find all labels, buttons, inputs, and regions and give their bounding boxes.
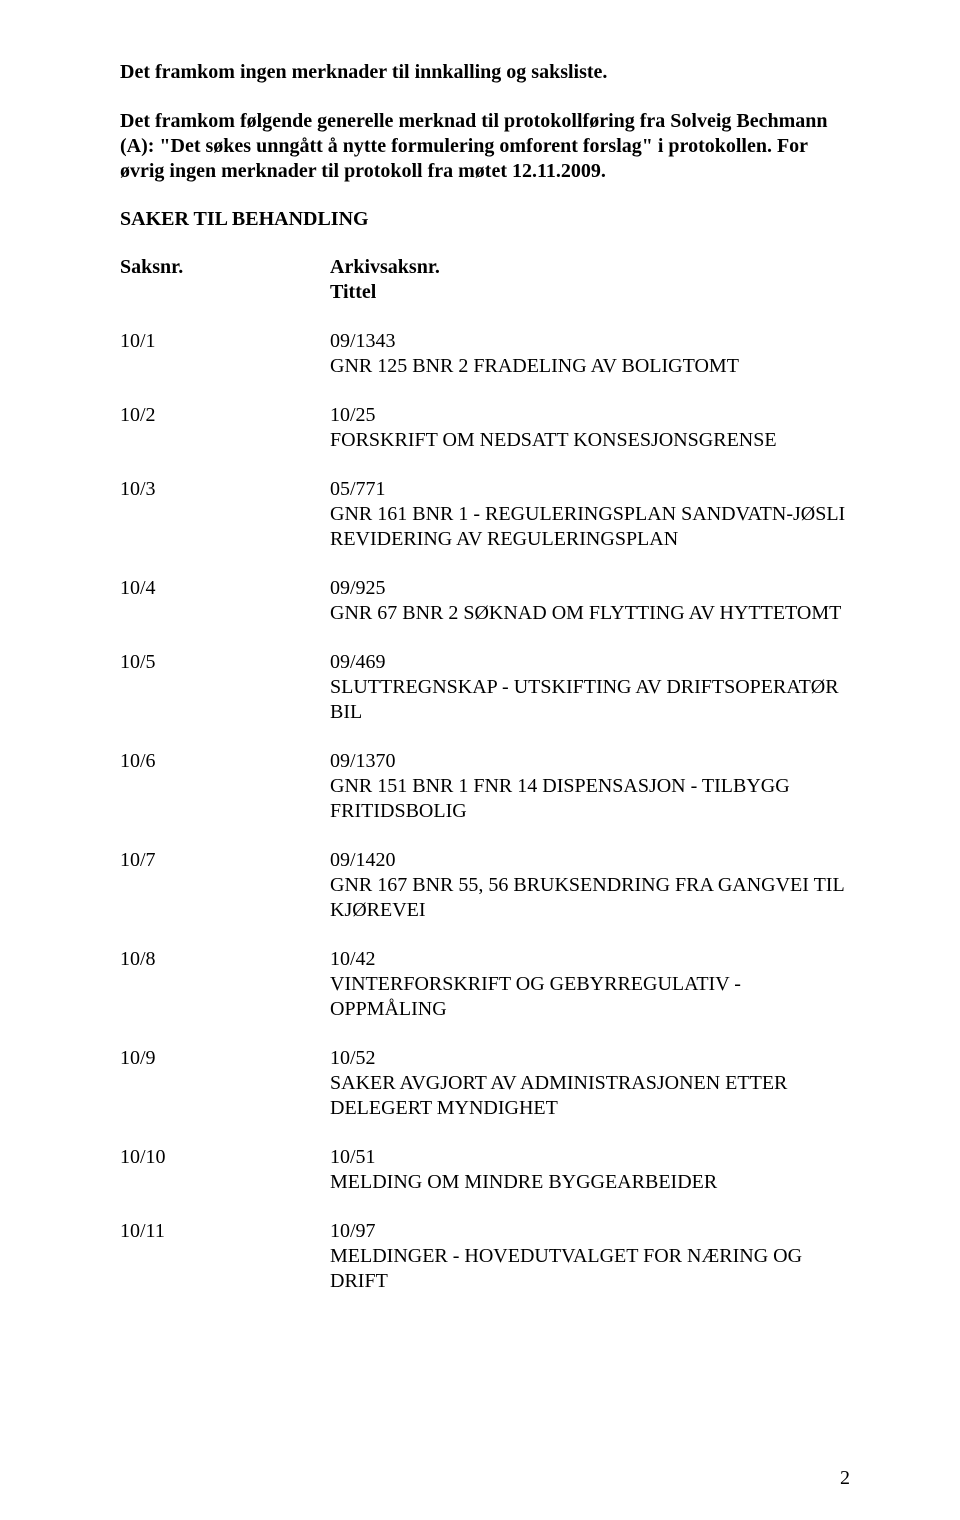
case-id: 10/11 [120, 1219, 330, 1294]
case-entry: 10/305/771GNR 161 BNR 1 - REGULERINGSPLA… [120, 477, 850, 552]
case-entry: 10/609/1370GNR 151 BNR 1 FNR 14 DISPENSA… [120, 749, 850, 824]
case-entry: 10/1110/97MELDINGER - HOVEDUTVALGET FOR … [120, 1219, 850, 1294]
table-header-row: Saksnr. Arkivsaksnr. Tittel [120, 255, 850, 305]
case-arkivnr: 10/97 [330, 1219, 850, 1244]
case-id: 10/9 [120, 1046, 330, 1121]
case-arkivnr: 10/51 [330, 1145, 850, 1170]
intro-paragraph-2: Det framkom følgende generelle merknad t… [120, 109, 850, 184]
case-id: 10/7 [120, 848, 330, 923]
case-arkivnr: 10/52 [330, 1046, 850, 1071]
case-id: 10/1 [120, 329, 330, 379]
case-arkivnr: 05/771 [330, 477, 850, 502]
case-title: MELDINGER - HOVEDUTVALGET FOR NÆRING OG … [330, 1244, 850, 1294]
case-content: 09/1343GNR 125 BNR 2 FRADELING AV BOLIGT… [330, 329, 850, 379]
section-heading: SAKER TIL BEHANDLING [120, 208, 850, 231]
case-arkivnr: 09/1343 [330, 329, 850, 354]
case-content: 09/1370GNR 151 BNR 1 FNR 14 DISPENSASJON… [330, 749, 850, 824]
case-title: GNR 151 BNR 1 FNR 14 DISPENSASJON - TILB… [330, 774, 850, 824]
case-title: SLUTTREGNSKAP - UTSKIFTING AV DRIFTSOPER… [330, 675, 850, 725]
case-id: 10/4 [120, 576, 330, 626]
case-content: 10/52SAKER AVGJORT AV ADMINISTRASJONEN E… [330, 1046, 850, 1121]
cases-table: Saksnr. Arkivsaksnr. Tittel 10/109/1343G… [120, 255, 850, 1294]
case-content: 05/771GNR 161 BNR 1 - REGULERINGSPLAN SA… [330, 477, 850, 552]
case-arkivnr: 10/42 [330, 947, 850, 972]
case-content: 09/469SLUTTREGNSKAP - UTSKIFTING AV DRIF… [330, 650, 850, 725]
case-content: 09/925GNR 67 BNR 2 SØKNAD OM FLYTTING AV… [330, 576, 850, 626]
case-arkivnr: 09/1370 [330, 749, 850, 774]
case-id: 10/3 [120, 477, 330, 552]
case-entry: 10/210/25FORSKRIFT OM NEDSATT KONSESJONS… [120, 403, 850, 453]
case-title: SAKER AVGJORT AV ADMINISTRASJONEN ETTER … [330, 1071, 850, 1121]
case-title: GNR 125 BNR 2 FRADELING AV BOLIGTOMT [330, 354, 850, 379]
entries-container: 10/109/1343GNR 125 BNR 2 FRADELING AV BO… [120, 329, 850, 1294]
page-number: 2 [840, 1467, 850, 1490]
case-id: 10/10 [120, 1145, 330, 1195]
case-arkivnr: 09/1420 [330, 848, 850, 873]
case-title: GNR 167 BNR 55, 56 BRUKSENDRING FRA GANG… [330, 873, 850, 923]
case-entry: 10/109/1343GNR 125 BNR 2 FRADELING AV BO… [120, 329, 850, 379]
case-id: 10/2 [120, 403, 330, 453]
case-content: 09/1420GNR 167 BNR 55, 56 BRUKSENDRING F… [330, 848, 850, 923]
case-arkivnr: 10/25 [330, 403, 850, 428]
header-tittel: Tittel [330, 280, 850, 305]
header-saksnr: Saksnr. [120, 255, 330, 305]
case-id: 10/5 [120, 650, 330, 725]
case-id: 10/6 [120, 749, 330, 824]
header-arkiv-title: Arkivsaksnr. Tittel [330, 255, 850, 305]
case-arkivnr: 09/925 [330, 576, 850, 601]
case-content: 10/25FORSKRIFT OM NEDSATT KONSESJONSGREN… [330, 403, 850, 453]
case-entry: 10/1010/51MELDING OM MINDRE BYGGEARBEIDE… [120, 1145, 850, 1195]
case-entry: 10/910/52SAKER AVGJORT AV ADMINISTRASJON… [120, 1046, 850, 1121]
case-title: GNR 67 BNR 2 SØKNAD OM FLYTTING AV HYTTE… [330, 601, 850, 626]
case-arkivnr: 09/469 [330, 650, 850, 675]
case-content: 10/97MELDINGER - HOVEDUTVALGET FOR NÆRIN… [330, 1219, 850, 1294]
case-content: 10/51MELDING OM MINDRE BYGGEARBEIDER [330, 1145, 850, 1195]
case-entry: 10/709/1420GNR 167 BNR 55, 56 BRUKSENDRI… [120, 848, 850, 923]
case-id: 10/8 [120, 947, 330, 1022]
header-arkivsaksnr: Arkivsaksnr. [330, 255, 850, 280]
case-title: VINTERFORSKRIFT OG GEBYRREGULATIV - OPPM… [330, 972, 850, 1022]
case-title: MELDING OM MINDRE BYGGEARBEIDER [330, 1170, 850, 1195]
case-entry: 10/810/42VINTERFORSKRIFT OG GEBYRREGULAT… [120, 947, 850, 1022]
intro-paragraph-1: Det framkom ingen merknader til innkalli… [120, 60, 850, 85]
case-title: GNR 161 BNR 1 - REGULERINGSPLAN SANDVATN… [330, 502, 850, 552]
case-content: 10/42VINTERFORSKRIFT OG GEBYRREGULATIV -… [330, 947, 850, 1022]
document-page: Det framkom ingen merknader til innkalli… [0, 0, 960, 1520]
case-entry: 10/409/925GNR 67 BNR 2 SØKNAD OM FLYTTIN… [120, 576, 850, 626]
case-entry: 10/509/469SLUTTREGNSKAP - UTSKIFTING AV … [120, 650, 850, 725]
case-title: FORSKRIFT OM NEDSATT KONSESJONSGRENSE [330, 428, 850, 453]
